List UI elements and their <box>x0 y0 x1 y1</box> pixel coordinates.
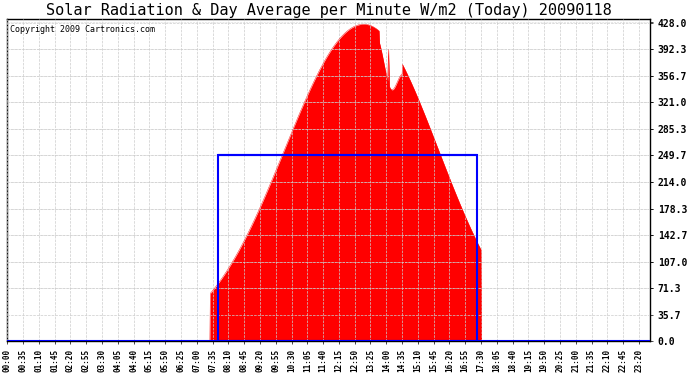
Title: Solar Radiation & Day Average per Minute W/m2 (Today) 20090118: Solar Radiation & Day Average per Minute… <box>46 3 611 18</box>
Text: Copyright 2009 Cartronics.com: Copyright 2009 Cartronics.com <box>10 26 155 34</box>
Bar <box>217 156 477 342</box>
